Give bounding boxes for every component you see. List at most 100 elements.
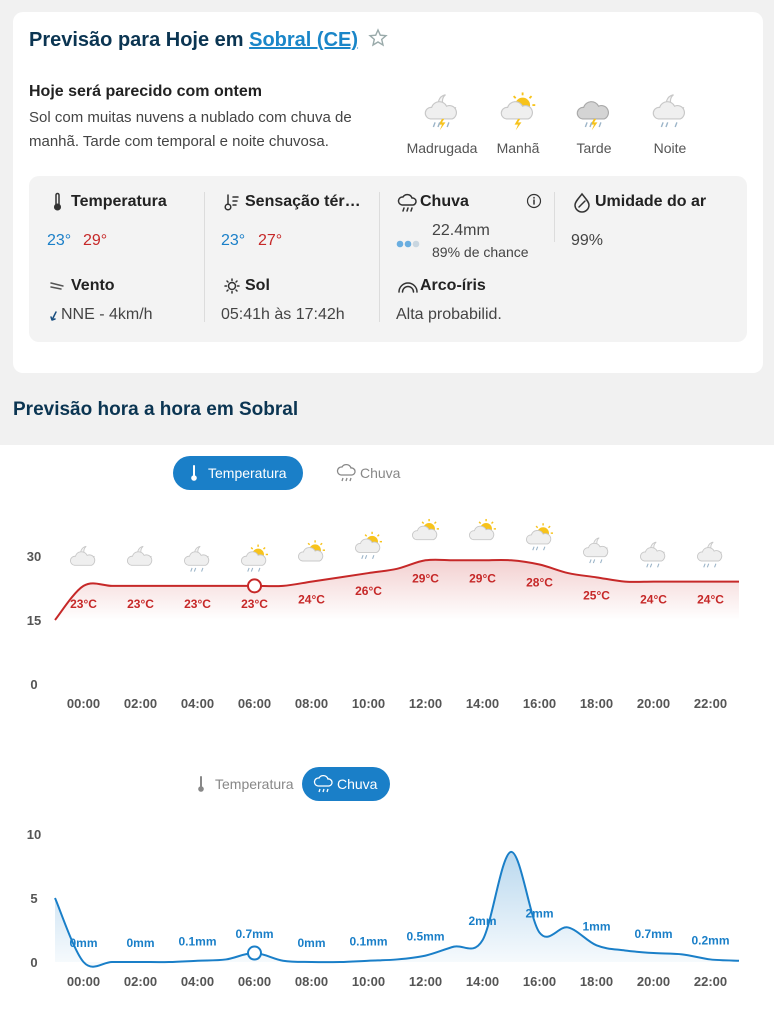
tab-pill xyxy=(173,456,303,490)
period-icons xyxy=(424,92,685,131)
rain-drop xyxy=(592,559,596,564)
period-label: Manhã xyxy=(496,140,540,156)
divider xyxy=(379,192,380,322)
period-label: Madrugada xyxy=(406,140,478,156)
cloud xyxy=(183,551,210,566)
data-label: 0.1mm xyxy=(178,935,216,949)
y-tick-label: 15 xyxy=(27,613,41,628)
detail-label: Temperatura xyxy=(71,193,167,210)
detail-label: Vento xyxy=(71,277,115,294)
y-tick-label: 10 xyxy=(27,827,41,842)
detail-label: Arco-íris xyxy=(420,277,486,294)
x-tick-label: 08:00 xyxy=(295,974,328,989)
cloud xyxy=(240,551,267,566)
rain-icon xyxy=(336,463,356,482)
data-label: 0.1mm xyxy=(349,935,387,949)
cloud xyxy=(652,101,685,120)
rain-drop xyxy=(660,122,664,128)
data-label: 23°C xyxy=(184,597,211,611)
rain-drop xyxy=(674,122,678,128)
y-tick-label: 0 xyxy=(30,677,37,692)
weather-icon xyxy=(696,541,723,568)
data-label: 25°C xyxy=(583,588,610,602)
rain-drop xyxy=(657,563,660,568)
x-tick-label: 08:00 xyxy=(295,696,328,711)
detail-label: Umidade do ar xyxy=(595,193,707,210)
sun-ray xyxy=(535,525,539,529)
cloud xyxy=(582,542,609,558)
sun-ray xyxy=(491,521,494,524)
data-label: 28°C xyxy=(526,576,553,590)
rain-drop xyxy=(600,559,603,564)
data-label: 23°C xyxy=(241,597,268,611)
x-tick-label: 22:00 xyxy=(694,696,727,711)
weather-icon xyxy=(500,92,536,131)
hourly-panel xyxy=(0,445,774,1026)
rain-drop xyxy=(250,567,254,572)
chart-tab[interactable]: Chuva xyxy=(336,463,401,482)
tab-label: Temperatura xyxy=(215,776,294,792)
chart-tab[interactable]: Chuva xyxy=(302,767,390,801)
period-label: Noite xyxy=(653,140,687,156)
data-label: 0.2mm xyxy=(691,933,729,947)
cloud xyxy=(500,101,533,120)
y-tick-label: 30 xyxy=(27,549,41,564)
data-label: 0.5mm xyxy=(406,930,444,944)
area-fill xyxy=(55,559,739,620)
rain-drop xyxy=(432,122,436,128)
x-tick-label: 00:00 xyxy=(67,696,100,711)
data-label: 24°C xyxy=(697,593,724,607)
data-label: 29°C xyxy=(412,571,439,585)
weather-icon xyxy=(652,94,685,128)
divider xyxy=(554,192,555,242)
cloud xyxy=(297,547,324,562)
rain-drop xyxy=(703,563,706,568)
data-label: 2mm xyxy=(525,907,553,921)
weather-icon xyxy=(126,545,153,566)
hourly-charts: Temperatura Chuva 0 15 30 00:00 02:00 04:00 06:0… xyxy=(27,456,740,989)
data-label: 0mm xyxy=(69,936,97,950)
y-tick-label: 5 xyxy=(30,891,37,906)
bolt xyxy=(438,118,446,131)
sun-ray xyxy=(307,542,311,546)
x-tick-label: 12:00 xyxy=(409,696,442,711)
weather-icon xyxy=(639,541,666,568)
x-tick-label: 18:00 xyxy=(580,696,613,711)
series-line xyxy=(54,850,740,968)
x-tick-label: 14:00 xyxy=(466,696,499,711)
tab-label: Temperatura xyxy=(208,465,287,481)
tab-label: Chuva xyxy=(360,465,401,481)
sun-ray xyxy=(377,534,380,537)
detail-label: Sol xyxy=(245,277,270,294)
location-link[interactable]: Sobral (CE) xyxy=(249,29,359,51)
data-label: 0.7mm xyxy=(634,927,672,941)
rain-drop xyxy=(598,122,602,128)
series-line xyxy=(54,558,739,621)
chart-layer: Temperatura Chuva 0 15 30 00:00 02:00 04:00 06:0… xyxy=(27,456,740,989)
summary-text: Sol com muitas nuvens a nublado com chuv… xyxy=(29,109,352,150)
data-label: 24°C xyxy=(640,593,667,607)
temp-max: 29° xyxy=(83,232,108,249)
x-tick-label: 22:00 xyxy=(694,974,727,989)
weather-icon xyxy=(183,545,210,572)
chart-tab[interactable]: Temperatura xyxy=(173,456,303,490)
thermo-bulb xyxy=(198,786,204,792)
rain-drop xyxy=(437,122,441,128)
wind: NNE - 4km/h xyxy=(61,306,153,323)
sun-ray xyxy=(513,95,517,99)
sun-ray xyxy=(320,542,323,546)
sun-ray xyxy=(434,521,437,524)
sun-ray xyxy=(528,95,533,99)
favorite-star[interactable] xyxy=(367,28,388,48)
rain-drop xyxy=(535,546,539,551)
x-tick-label: 10:00 xyxy=(352,696,385,711)
detail-label: Sensação tér… xyxy=(245,193,361,210)
rain-drop xyxy=(646,563,649,568)
data-label: 23°C xyxy=(70,597,97,611)
rain-drop xyxy=(446,122,450,128)
thermo-bulb xyxy=(191,475,197,481)
weather-icon xyxy=(576,101,609,131)
chart-tab[interactable]: Temperatura xyxy=(198,776,294,792)
